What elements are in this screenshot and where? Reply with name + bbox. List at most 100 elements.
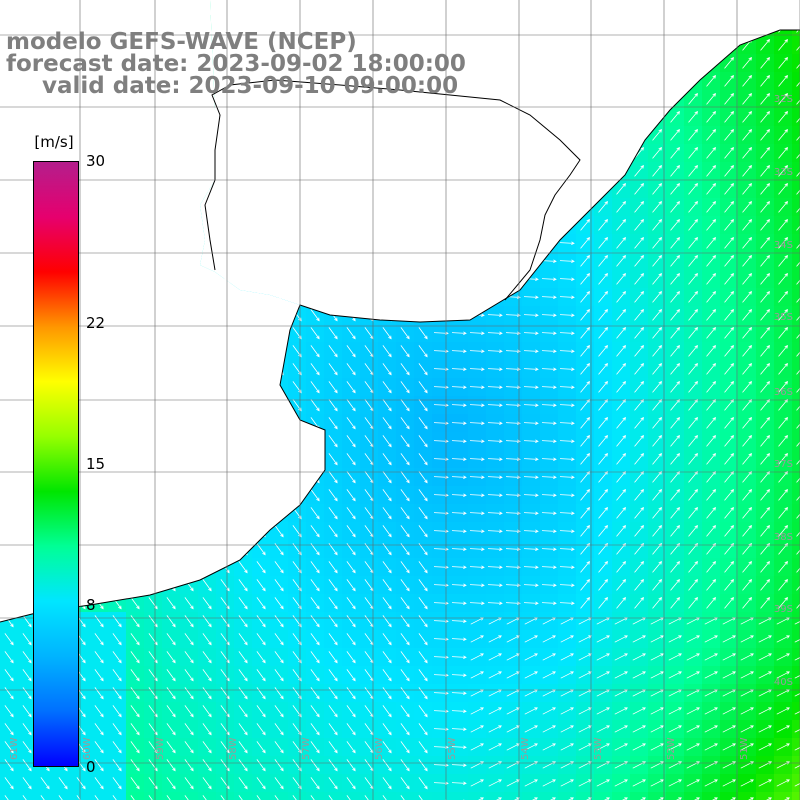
- wind-arrow: [451, 565, 467, 570]
- wind-arrow: [487, 547, 503, 552]
- wind-arrow: [469, 403, 485, 408]
- wind-arrow: [758, 725, 772, 733]
- wind-arrow: [382, 651, 392, 664]
- wind-arrow: [724, 398, 734, 411]
- wind-arrow: [778, 56, 788, 69]
- wind-arrow: [541, 349, 557, 354]
- wind-cell: [288, 792, 307, 800]
- wind-arrow: [794, 639, 800, 643]
- wind-arrow: [742, 344, 752, 357]
- wind-arrow: [274, 651, 284, 664]
- wind-arrow: [742, 200, 752, 213]
- wind-arrow: [670, 362, 680, 375]
- wind-arrow: [94, 615, 104, 628]
- wind-arrow: [418, 705, 428, 718]
- wind-arrow: [541, 421, 557, 426]
- wind-arrow: [688, 290, 698, 303]
- wind-arrow: [346, 507, 356, 520]
- wind-arrow: [794, 765, 800, 769]
- wind-arrow: [202, 759, 212, 772]
- wind-arrow: [328, 525, 338, 538]
- wind-arrow: [382, 669, 392, 682]
- wind-arrow: [488, 671, 502, 679]
- wind-arrow: [580, 362, 590, 375]
- wind-arrow: [634, 452, 644, 465]
- wind-arrow: [559, 439, 575, 444]
- wind-arrow: [670, 416, 680, 429]
- wind-arrow: [310, 651, 320, 664]
- wind-arrow: [724, 344, 734, 357]
- wind-arrow: [760, 470, 770, 483]
- wind-arrow: [130, 633, 140, 646]
- wind-arrow: [488, 779, 502, 787]
- wind-arrow: [760, 38, 770, 51]
- wind-arrow: [418, 579, 428, 592]
- wind-arrow: [22, 759, 32, 772]
- wind-arrow: [310, 795, 315, 800]
- wind-arrow: [796, 261, 800, 267]
- wind-arrow: [238, 669, 248, 682]
- wind-arrow: [148, 705, 158, 718]
- wind-arrow: [550, 797, 556, 800]
- wind-arrow: [742, 380, 752, 393]
- wind-arrow: [742, 308, 752, 321]
- wind-arrow: [488, 635, 502, 643]
- wind-arrow: [758, 671, 772, 679]
- wind-arrow: [220, 579, 230, 592]
- wind-arrow: [418, 363, 428, 376]
- wind-arrow: [505, 529, 521, 534]
- colorbar: [33, 161, 79, 767]
- wind-cell: [792, 450, 800, 469]
- wind-arrow: [652, 146, 662, 159]
- wind-arrow: [598, 578, 608, 591]
- wind-arrow: [148, 759, 158, 772]
- wind-arrow: [614, 725, 628, 733]
- wind-arrow: [310, 741, 320, 754]
- wind-arrow: [670, 254, 680, 267]
- wind-arrow: [238, 741, 248, 754]
- wind-cell: [792, 180, 800, 199]
- wind-arrow: [742, 434, 752, 447]
- wind-arrow: [451, 475, 467, 480]
- wind-arrow: [740, 779, 754, 787]
- wind-arrow: [598, 254, 608, 267]
- wind-arrow: [616, 416, 626, 429]
- wind-arrow: [758, 743, 772, 751]
- wind-arrow: [469, 367, 485, 372]
- wind-arrow: [704, 653, 718, 661]
- wind-arrow: [706, 344, 716, 357]
- wind-arrow: [451, 403, 467, 408]
- wind-arrow: [670, 110, 680, 123]
- wind-arrow: [670, 596, 680, 609]
- wind-arrow: [616, 344, 626, 357]
- wind-arrow: [742, 452, 752, 465]
- wind-arrow: [559, 511, 575, 516]
- wind-arrow: [742, 254, 752, 267]
- wind-arrow: [523, 421, 539, 426]
- wind-arrow: [184, 777, 194, 790]
- wind-arrow: [4, 669, 14, 682]
- wind-arrow: [760, 416, 770, 429]
- wind-arrow: [778, 128, 788, 141]
- wind-arrow: [451, 457, 467, 462]
- longitude-label: 56W: [374, 737, 385, 760]
- wind-arrow: [346, 399, 356, 412]
- wind-arrow: [748, 797, 754, 800]
- wind-arrow: [148, 723, 158, 736]
- wind-arrow: [451, 421, 467, 426]
- wind-cell: [792, 270, 800, 289]
- wind-arrow: [706, 560, 716, 573]
- wind-cell: [450, 792, 469, 800]
- wind-cell: [666, 792, 685, 800]
- wind-arrow: [760, 290, 770, 303]
- wind-arrow: [94, 705, 104, 718]
- wind-arrow: [418, 615, 428, 628]
- wind-arrow: [487, 601, 503, 606]
- wind-cell: [36, 792, 55, 800]
- wind-arrow: [451, 745, 467, 750]
- wind-arrow: [760, 488, 770, 501]
- wind-arrow: [560, 779, 574, 787]
- wind-cell: [792, 432, 800, 451]
- wind-arrow: [760, 272, 770, 285]
- wind-arrow: [632, 635, 646, 643]
